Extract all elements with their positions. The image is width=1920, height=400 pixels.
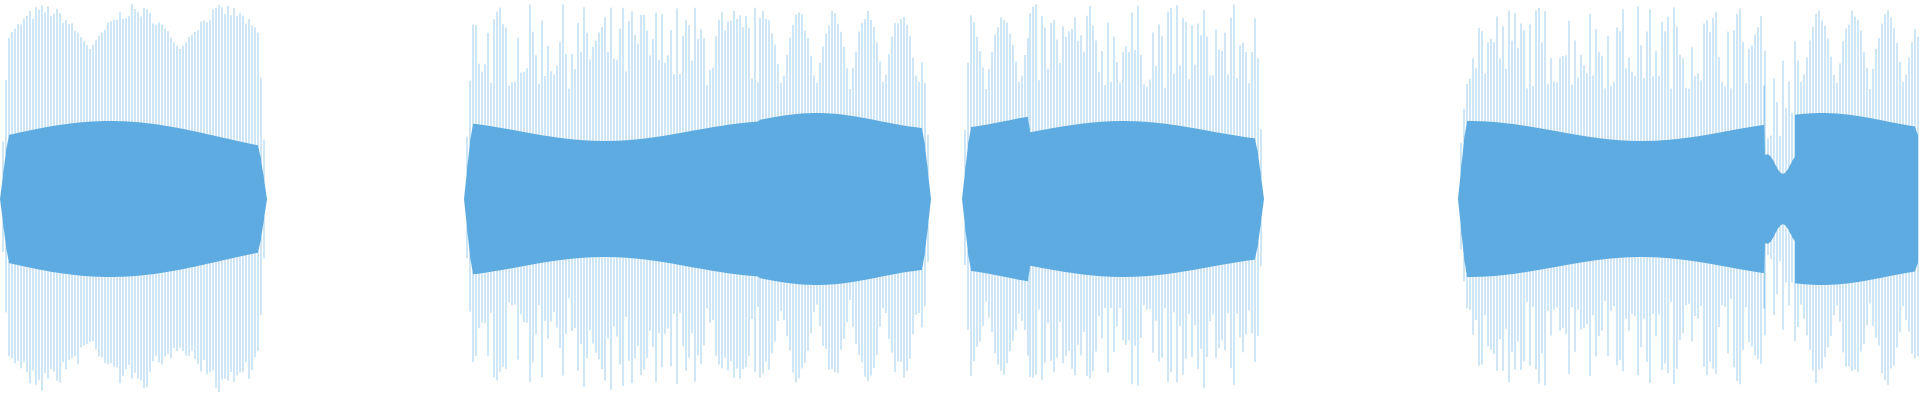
- waveform-body: [962, 116, 1264, 282]
- waveform-body: [0, 121, 267, 277]
- waveform-body: [1458, 113, 1918, 285]
- waveform-body: [464, 113, 931, 285]
